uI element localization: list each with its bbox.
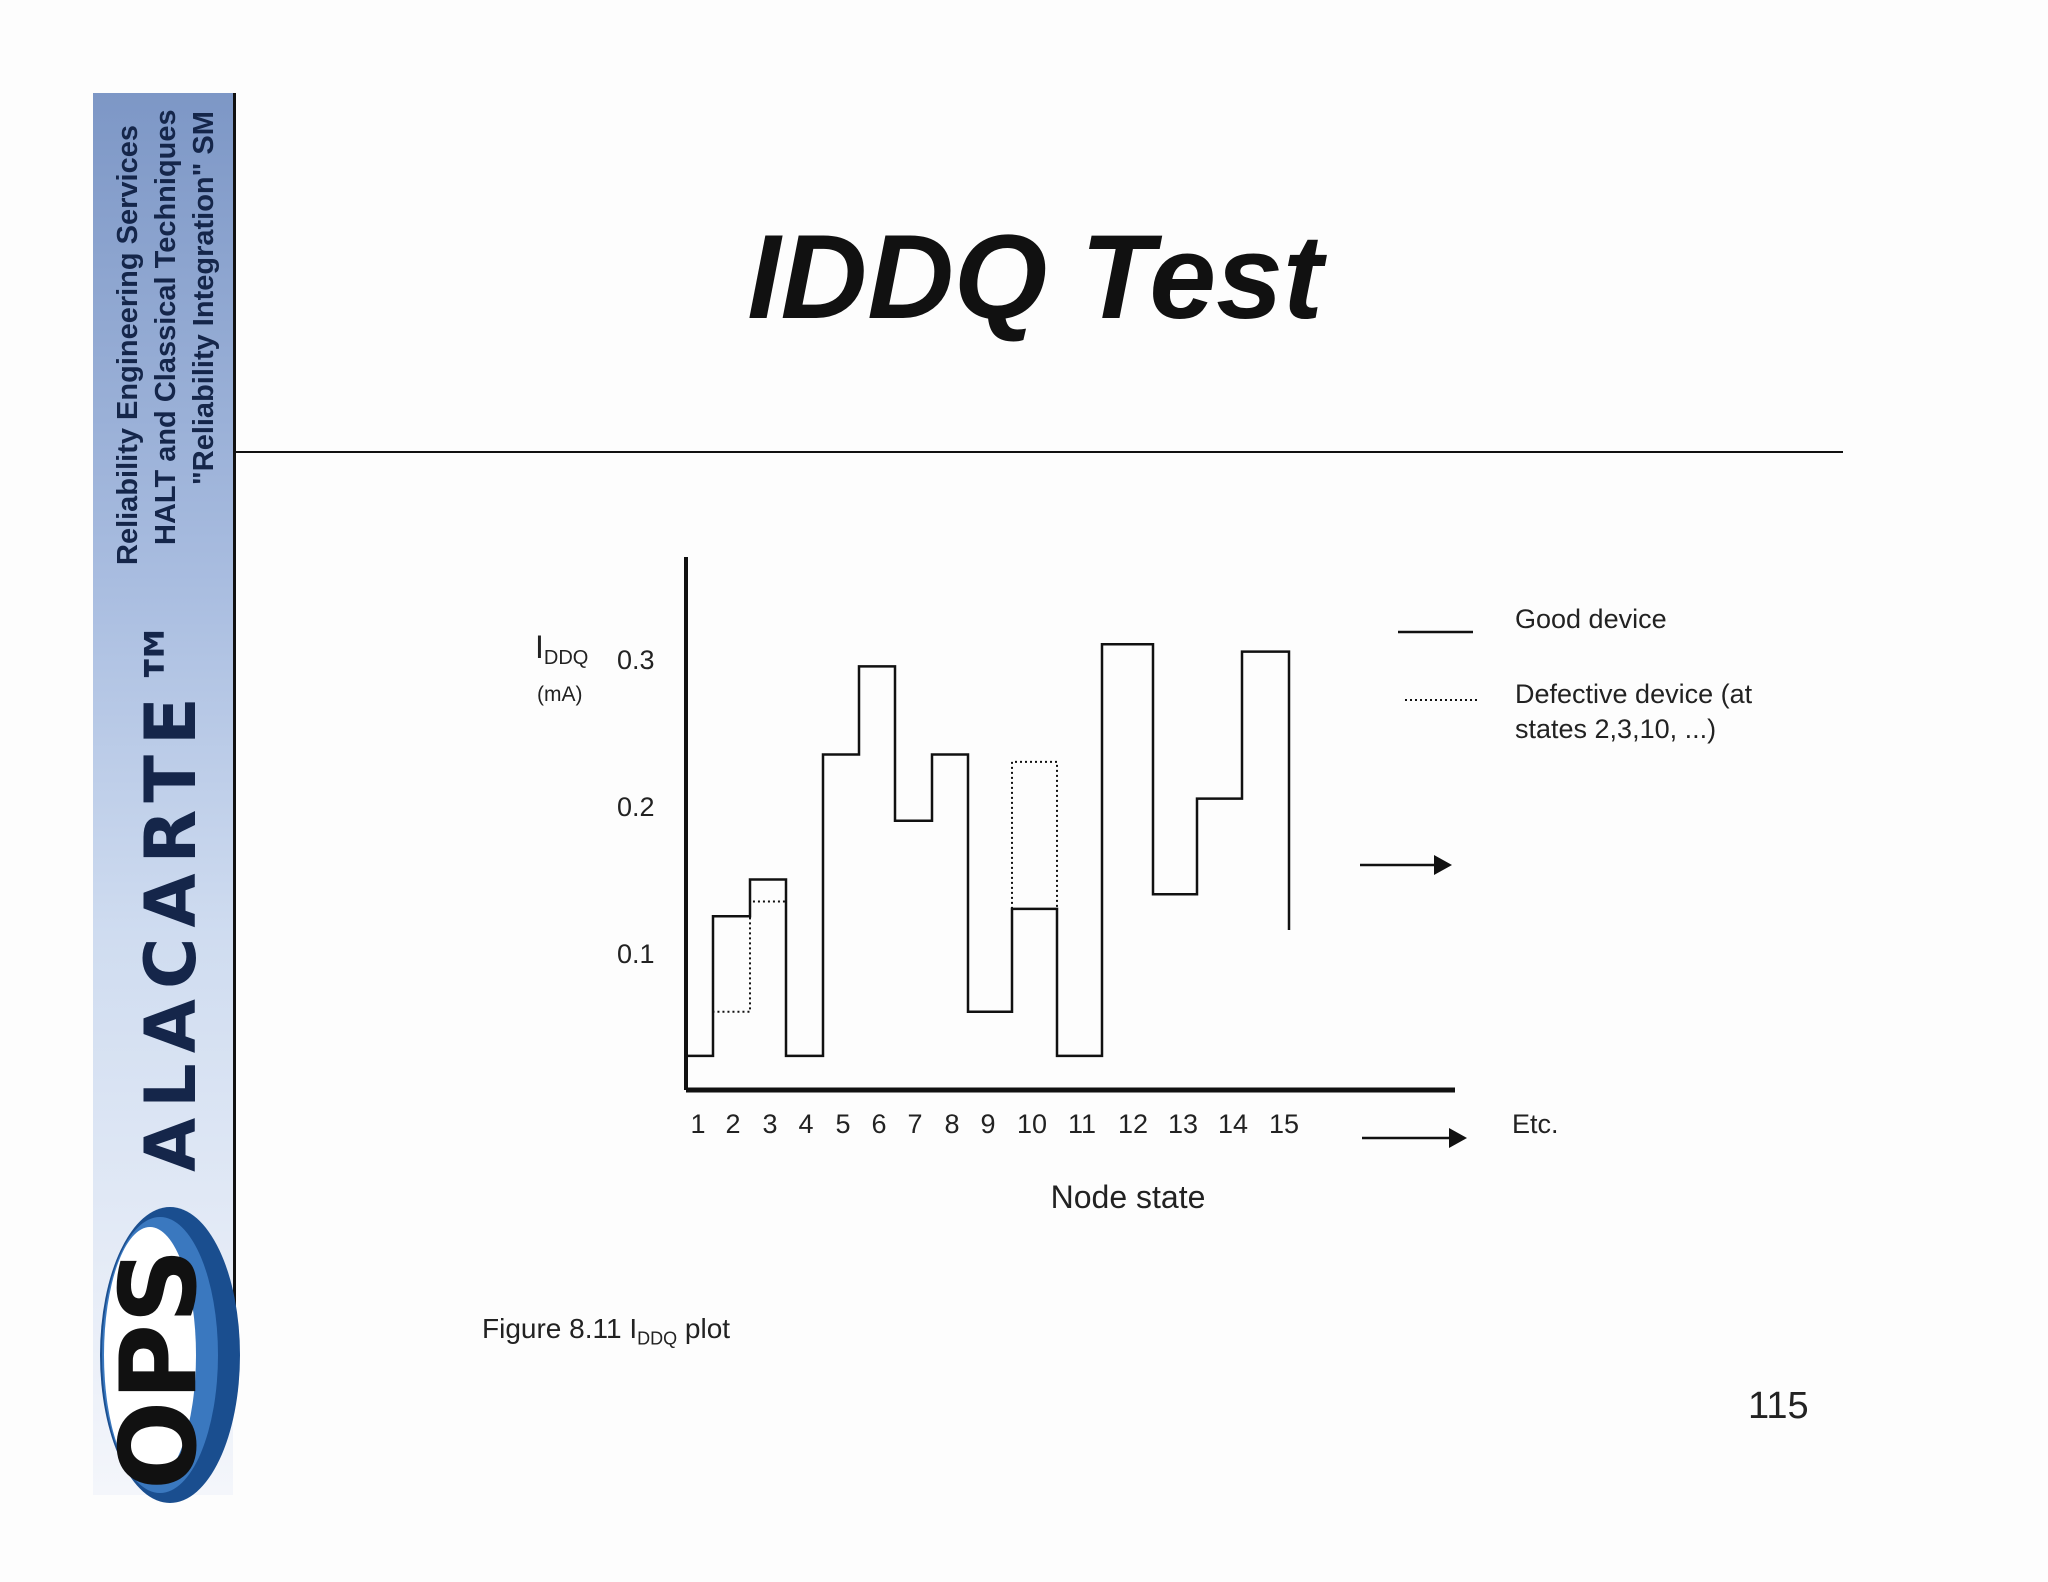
figure-caption: Figure 8.11 IDDQ plot bbox=[482, 1313, 730, 1350]
chart-x-etc-label: Etc. bbox=[1512, 1109, 1559, 1139]
chart-ylabel-main: I bbox=[535, 629, 544, 665]
arrow-etc-icon-head bbox=[1449, 1128, 1467, 1148]
chart-xtick-labels: 1 2 3 4 5 6 7 8 9 10 11 12 13 14 15 bbox=[690, 1109, 1299, 1139]
chart-xtick-label: 7 bbox=[907, 1109, 922, 1139]
chart-axes bbox=[684, 557, 1455, 1093]
series-good-device-line bbox=[686, 643, 1291, 1058]
title-divider bbox=[233, 451, 1843, 453]
chart-xtick-label: 13 bbox=[1168, 1109, 1198, 1139]
chart-xtick-label: 3 bbox=[762, 1109, 777, 1139]
arrow-right-icon-head bbox=[1434, 855, 1452, 875]
page-title: IDDQ Test bbox=[747, 210, 1323, 344]
chart-xtick-label: 2 bbox=[725, 1109, 740, 1139]
caption-sub: DDQ bbox=[637, 1328, 678, 1349]
chart-ytick-label: 0.2 bbox=[617, 792, 655, 822]
chart-xtick-label: 8 bbox=[944, 1109, 959, 1139]
sidebar-divider bbox=[233, 93, 236, 1368]
chart-ylabel-sub: DDQ bbox=[544, 647, 588, 669]
series-defective-device-segment bbox=[749, 879, 787, 903]
chart-xtick-label: 12 bbox=[1118, 1109, 1148, 1139]
page-number: 115 bbox=[1748, 1385, 1809, 1427]
chart-xtick-label: 9 bbox=[980, 1109, 995, 1139]
chart-series bbox=[686, 643, 1291, 1058]
caption-prefix: Figure 8.11 I bbox=[482, 1313, 638, 1344]
chart-xtick-label: 10 bbox=[1017, 1109, 1047, 1139]
chart-xtick-label: 5 bbox=[835, 1109, 850, 1139]
chart-xtick-label: 14 bbox=[1218, 1109, 1248, 1139]
chart-ytick-label: 0.3 bbox=[617, 645, 655, 675]
series-defective-device-segment bbox=[712, 916, 751, 1013]
chart-yunit: (mA) bbox=[537, 683, 583, 706]
series-defective-device-segment bbox=[1011, 760, 1058, 909]
ops-logo: OPS bbox=[98, 1207, 240, 1503]
chart-xlabel: Node state bbox=[1051, 1179, 1206, 1215]
chart-xtick-label: 11 bbox=[1068, 1109, 1096, 1139]
caption-suffix: plot bbox=[677, 1313, 731, 1344]
chart-legend: Good device Defective device (at states 2,… bbox=[1360, 604, 1753, 1148]
ops-logo-text: OPS bbox=[98, 1248, 220, 1490]
chart-ylabel: IDDQ bbox=[535, 629, 588, 669]
legend-good-label: Good device bbox=[1515, 604, 1667, 634]
chart-xtick-label: 4 bbox=[798, 1109, 813, 1139]
chart-ytick-labels: 0.3 0.2 0.1 bbox=[617, 645, 655, 969]
legend-defective-label: Defective device (at states 2,3,10, ...) bbox=[1515, 679, 1753, 744]
chart-xtick-label: 6 bbox=[871, 1109, 886, 1139]
chart-xtick-label: 1 bbox=[690, 1109, 705, 1139]
chart-xtick-label: 15 bbox=[1269, 1109, 1299, 1139]
chart-ytick-label: 0.1 bbox=[617, 939, 655, 969]
